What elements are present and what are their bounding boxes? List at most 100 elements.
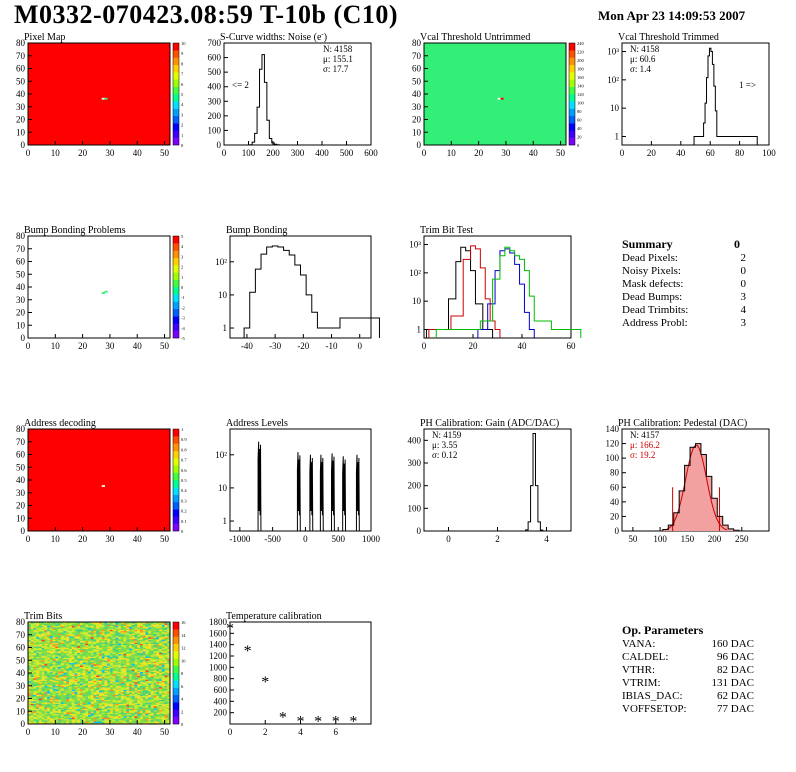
heatmap-cell [115, 687, 119, 689]
heatmap-cell [139, 717, 143, 720]
heatmap-cell [58, 684, 62, 687]
heatmap-cell [60, 683, 64, 685]
heatmap-cell [145, 633, 149, 636]
heatmap-cell [161, 652, 165, 655]
summary-label: Address Probl: [622, 317, 688, 329]
heatmap-cell [77, 694, 81, 697]
heatmap-cell [99, 658, 103, 661]
heatmap-cell [33, 713, 37, 716]
x-tick-label: 10 [51, 341, 61, 351]
heatmap-cell [139, 632, 143, 634]
heatmap-cell [44, 692, 48, 694]
heatmap-cell [41, 634, 45, 637]
heatmap-cell [28, 664, 32, 666]
heatmap-cell [58, 671, 62, 674]
heatmap-cell [112, 674, 116, 676]
heatmap-cell [79, 666, 83, 669]
heatmap-cell [161, 679, 165, 681]
heatmap-cell [58, 711, 62, 713]
heatmap-cell [134, 670, 138, 673]
heatmap-cell [66, 685, 70, 688]
y-tick-label: 50 [16, 76, 26, 86]
heatmap-cell [93, 647, 97, 650]
color-scale-swatch [173, 636, 179, 645]
heatmap-cell [142, 632, 146, 634]
heatmap-cell [129, 624, 133, 627]
heatmap-cell [96, 720, 100, 722]
heatmap-cell [71, 681, 75, 684]
color-scale-swatch [173, 308, 179, 317]
heatmap-cell [58, 695, 62, 698]
heatmap-cell [137, 704, 141, 707]
heatmap-cell [159, 698, 163, 701]
scatter-point: * [297, 714, 305, 731]
heatmap-cell [129, 707, 133, 709]
heatmap-cell [129, 709, 133, 712]
heatmap-cell [118, 679, 122, 681]
heatmap-cell [137, 639, 141, 642]
heatmap-cell [120, 673, 124, 675]
heatmap-cell [38, 643, 42, 646]
heatmap-cell [82, 671, 86, 674]
heatmap-cell [142, 662, 146, 665]
heatmap-cell [134, 641, 138, 643]
stats-line: σ: 1.4 [630, 64, 651, 74]
heatmap-cell [77, 712, 81, 715]
heatmap-cell [142, 625, 146, 628]
heatmap-cell [60, 662, 64, 665]
heatmap-cell [82, 657, 86, 660]
heatmap-cell [58, 653, 62, 656]
x-tick-label: 30 [501, 148, 511, 158]
y-tick-label: 600 [214, 685, 228, 695]
heatmap-cell [41, 712, 45, 715]
heatmap-cell [47, 651, 51, 653]
heatmap-cell [101, 685, 105, 688]
heatmap-cell [36, 683, 40, 685]
heatmap-cell [145, 687, 149, 689]
heatmap-cell [77, 630, 81, 633]
heatmap-cell [30, 624, 34, 627]
heatmap-cell [82, 647, 86, 650]
heatmap-cell [41, 684, 45, 687]
heatmap-cell [164, 628, 168, 630]
heatmap-cell [71, 664, 75, 666]
heatmap-cell [129, 702, 133, 704]
heatmap-cell [112, 701, 116, 703]
y-tick-label: 60 [610, 482, 620, 492]
heatmap-cell [139, 646, 143, 648]
heatmap-cell [96, 662, 100, 665]
heatmap-cell [142, 653, 146, 656]
heatmap-cell [109, 664, 113, 666]
y-tick-label: 300 [408, 458, 422, 468]
heatmap-cell [90, 658, 94, 661]
heatmap-cell [101, 718, 105, 721]
heatmap-cell [167, 623, 171, 625]
heatmap-cell [47, 652, 51, 655]
heatmap-cell [68, 657, 72, 660]
heatmap-cell [30, 665, 34, 667]
heatmap-cell [118, 701, 122, 703]
color-scale-swatch [173, 323, 179, 331]
heatmap-cell [115, 656, 119, 658]
color-scale-label: -2 [181, 305, 185, 310]
heatmap-cell [90, 706, 94, 708]
heatmap-cell [93, 671, 97, 674]
heatmap-cell [107, 709, 111, 712]
heatmap-cell [104, 653, 108, 656]
heatmap-cell [68, 680, 72, 683]
heatmap-cell [142, 681, 146, 684]
heatmap-cell [118, 627, 122, 629]
heatmap-cell [142, 676, 146, 679]
heatmap-cell [156, 622, 160, 624]
heatmap-cell [126, 675, 130, 678]
color-scale-label: -5 [181, 336, 185, 341]
heatmap-cell [49, 707, 53, 709]
heatmap-cell [71, 630, 75, 633]
color-scale-swatch [569, 72, 575, 80]
heatmap-cell [66, 634, 70, 637]
color-scale-swatch [569, 123, 575, 131]
heatmap-cell [55, 689, 59, 692]
heatmap-cell [63, 651, 67, 653]
color-scale-label: 2 [181, 123, 183, 128]
heatmap-cell [68, 633, 72, 636]
